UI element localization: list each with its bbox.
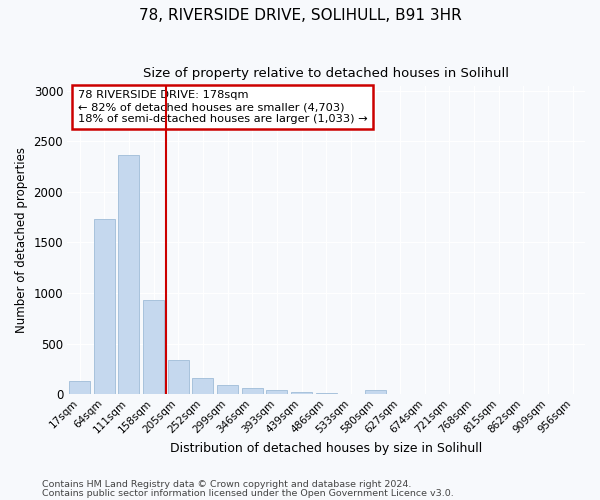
Bar — [168, 360, 189, 394]
Text: 78, RIVERSIDE DRIVE, SOLIHULL, B91 3HR: 78, RIVERSIDE DRIVE, SOLIHULL, B91 3HR — [139, 8, 461, 22]
Text: Contains HM Land Registry data © Crown copyright and database right 2024.: Contains HM Land Registry data © Crown c… — [42, 480, 412, 489]
Bar — [143, 300, 164, 394]
Y-axis label: Number of detached properties: Number of detached properties — [15, 147, 28, 333]
Bar — [266, 390, 287, 394]
X-axis label: Distribution of detached houses by size in Solihull: Distribution of detached houses by size … — [170, 442, 482, 455]
Bar — [193, 378, 214, 394]
Bar — [217, 386, 238, 394]
Bar — [365, 390, 386, 394]
Bar — [69, 381, 90, 394]
Bar — [242, 388, 263, 394]
Text: Contains public sector information licensed under the Open Government Licence v3: Contains public sector information licen… — [42, 488, 454, 498]
Text: 78 RIVERSIDE DRIVE: 178sqm
← 82% of detached houses are smaller (4,703)
18% of s: 78 RIVERSIDE DRIVE: 178sqm ← 82% of deta… — [78, 90, 367, 124]
Bar — [94, 219, 115, 394]
Bar — [316, 393, 337, 394]
Title: Size of property relative to detached houses in Solihull: Size of property relative to detached ho… — [143, 68, 509, 80]
Bar — [291, 392, 312, 394]
Bar — [118, 154, 139, 394]
